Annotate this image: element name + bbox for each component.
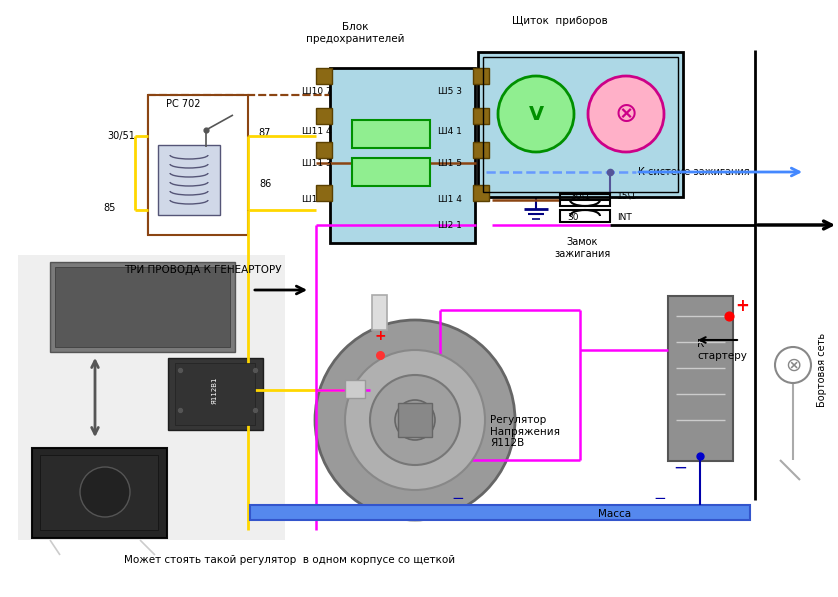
Text: Бортовая сеть: Бортовая сеть [817,333,827,407]
Text: +: + [374,329,385,343]
Circle shape [370,375,460,465]
Point [722,311,736,321]
Text: Может стоять такой регулятор  в одном корпусе со щеткой: Может стоять такой регулятор в одном кор… [124,555,455,565]
Bar [372,295,387,330]
Bar [316,68,332,84]
Text: Ш1 4: Ш1 4 [438,195,462,205]
Text: Регулятор
Напряжения
Я112В: Регулятор Напряжения Я112В [490,415,560,448]
Circle shape [588,76,664,152]
Bar [398,403,432,437]
Bar [32,448,167,538]
Bar [560,210,610,222]
Text: Масса: Масса [598,509,631,519]
Text: Ш4 1: Ш4 1 [438,128,462,137]
Point [199,125,213,135]
Text: +: + [735,297,749,315]
Circle shape [315,320,515,520]
Circle shape [395,400,435,440]
Bar [478,52,683,197]
Text: ⊗: ⊗ [614,100,638,128]
Text: V: V [529,104,544,124]
Text: Ш10 7: Ш10 7 [302,87,332,96]
Text: 30: 30 [567,214,578,223]
Text: Ш11 4: Ш11 4 [302,128,332,137]
Text: Ш11 3: Ш11 3 [302,158,332,168]
Text: 30/51: 30/51 [107,131,135,141]
Bar [345,380,365,398]
Text: К
стартеру: К стартеру [697,339,747,361]
Text: 15\1: 15\1 [617,192,637,201]
Bar [168,358,263,430]
Bar [50,262,235,352]
Bar [560,194,610,206]
Text: 9: 9 [397,133,403,143]
Text: 86: 86 [259,179,272,189]
Point [173,365,187,375]
Text: Блок
предохранителей: Блок предохранителей [306,22,404,44]
Bar [473,185,489,201]
Bar [473,142,489,158]
Point [693,451,706,461]
Point [373,350,386,360]
Text: Ш1 5: Ш1 5 [438,158,462,168]
Bar [668,296,733,461]
Text: Ш10 1: Ш10 1 [302,195,332,205]
Point [248,405,261,415]
Text: Ш2 1: Ш2 1 [438,220,462,229]
Text: −: − [452,491,464,506]
Bar [175,363,255,425]
Circle shape [775,347,811,383]
Bar [352,158,430,186]
Text: 30\1: 30\1 [570,192,590,201]
Circle shape [498,76,574,152]
Text: Замок
зажигания: Замок зажигания [554,237,610,259]
Text: 87: 87 [259,128,272,138]
Bar [55,267,230,347]
Bar [250,505,750,520]
Text: 10: 10 [394,167,406,177]
Text: РС 702: РС 702 [166,99,200,109]
Bar [330,68,475,243]
Text: L: L [353,383,359,393]
Bar [483,57,678,192]
Bar [316,108,332,124]
Bar [352,120,430,148]
Bar [316,185,332,201]
Text: INT: INT [617,214,632,223]
Point [248,365,261,375]
Bar [473,68,489,84]
Bar [148,95,248,235]
Polygon shape [18,255,285,540]
Text: ⊗: ⊗ [785,355,801,374]
Circle shape [345,350,485,490]
Bar [316,142,332,158]
Text: ТРИ ПРОВОДА К ГЕНЕАРТОРУ: ТРИ ПРОВОДА К ГЕНЕАРТОРУ [124,265,282,275]
Text: −: − [654,491,666,506]
Text: К системе зажигания: К системе зажигания [638,167,750,177]
Point [603,167,617,177]
Bar [473,108,489,124]
Text: −: − [673,459,687,477]
Text: Щиток  приборов: Щиток приборов [512,16,608,26]
Circle shape [80,467,130,517]
Text: 85: 85 [104,203,116,213]
Point [173,405,187,415]
Text: Ш5 3: Ш5 3 [438,87,462,96]
Bar [158,145,220,215]
Text: Я112В1: Я112В1 [212,376,218,404]
Bar [40,455,158,530]
